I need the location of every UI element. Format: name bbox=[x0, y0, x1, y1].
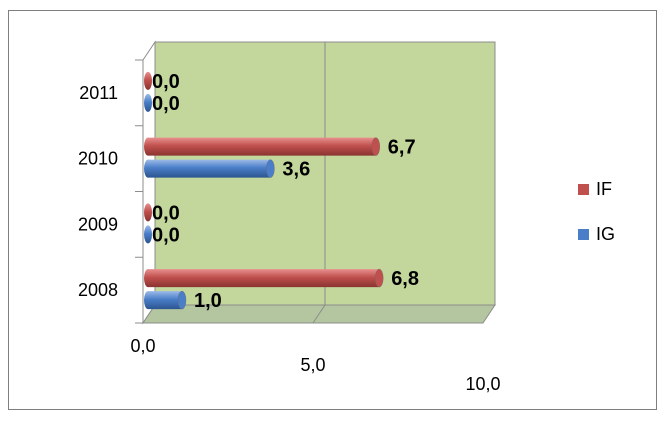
bar-start-cap bbox=[144, 71, 152, 90]
bar-body bbox=[148, 159, 271, 178]
bar-body bbox=[148, 137, 376, 156]
bar-start-cap bbox=[144, 137, 152, 156]
category-label: 2008 bbox=[78, 280, 118, 300]
x-tick-label: 10,0 bbox=[465, 374, 500, 394]
data-label: 0,0 bbox=[152, 224, 180, 246]
bar-start-cap bbox=[144, 93, 152, 112]
bar-IG-2008 bbox=[144, 290, 187, 310]
legend-label: IG bbox=[596, 224, 615, 244]
bar-end-cap bbox=[177, 290, 187, 310]
data-label: 3,6 bbox=[282, 159, 310, 181]
x-tick-label: 0,0 bbox=[130, 336, 155, 356]
legend-label: IF bbox=[596, 179, 612, 199]
category-label: 2010 bbox=[78, 149, 118, 169]
x-tick-label: 5,0 bbox=[300, 355, 325, 375]
bar-IF-2011 bbox=[144, 71, 152, 90]
bar-IF-2010 bbox=[144, 137, 380, 156]
data-label: 0,0 bbox=[152, 93, 180, 115]
bar-start-cap bbox=[144, 291, 152, 310]
bar-start-cap bbox=[144, 269, 152, 288]
bar-IF-2009 bbox=[144, 203, 152, 222]
bar-IG-2011 bbox=[144, 93, 152, 112]
bar-IG-2009 bbox=[144, 225, 152, 244]
bar-start-cap bbox=[144, 159, 152, 178]
bar-IG-2010 bbox=[144, 159, 275, 178]
data-label: 6,8 bbox=[391, 268, 419, 290]
legend-swatch bbox=[578, 184, 589, 195]
bar-start-cap bbox=[144, 203, 152, 222]
data-label: 1,0 bbox=[194, 290, 222, 312]
data-label: 0,0 bbox=[152, 202, 180, 224]
data-label: 0,0 bbox=[152, 71, 180, 93]
bar-end-cap bbox=[266, 159, 275, 178]
gridline-floor bbox=[312, 304, 326, 324]
category-label: 2009 bbox=[78, 214, 118, 234]
bar-end-cap bbox=[371, 137, 380, 156]
bar-IF-2008 bbox=[144, 268, 384, 288]
legend-swatch bbox=[578, 229, 589, 240]
bar-body bbox=[148, 291, 182, 310]
data-label: 6,7 bbox=[388, 137, 416, 159]
bar-end-cap bbox=[375, 268, 384, 288]
bar-start-cap bbox=[144, 225, 152, 244]
category-label: 2011 bbox=[79, 83, 118, 103]
bar-body bbox=[148, 269, 380, 288]
